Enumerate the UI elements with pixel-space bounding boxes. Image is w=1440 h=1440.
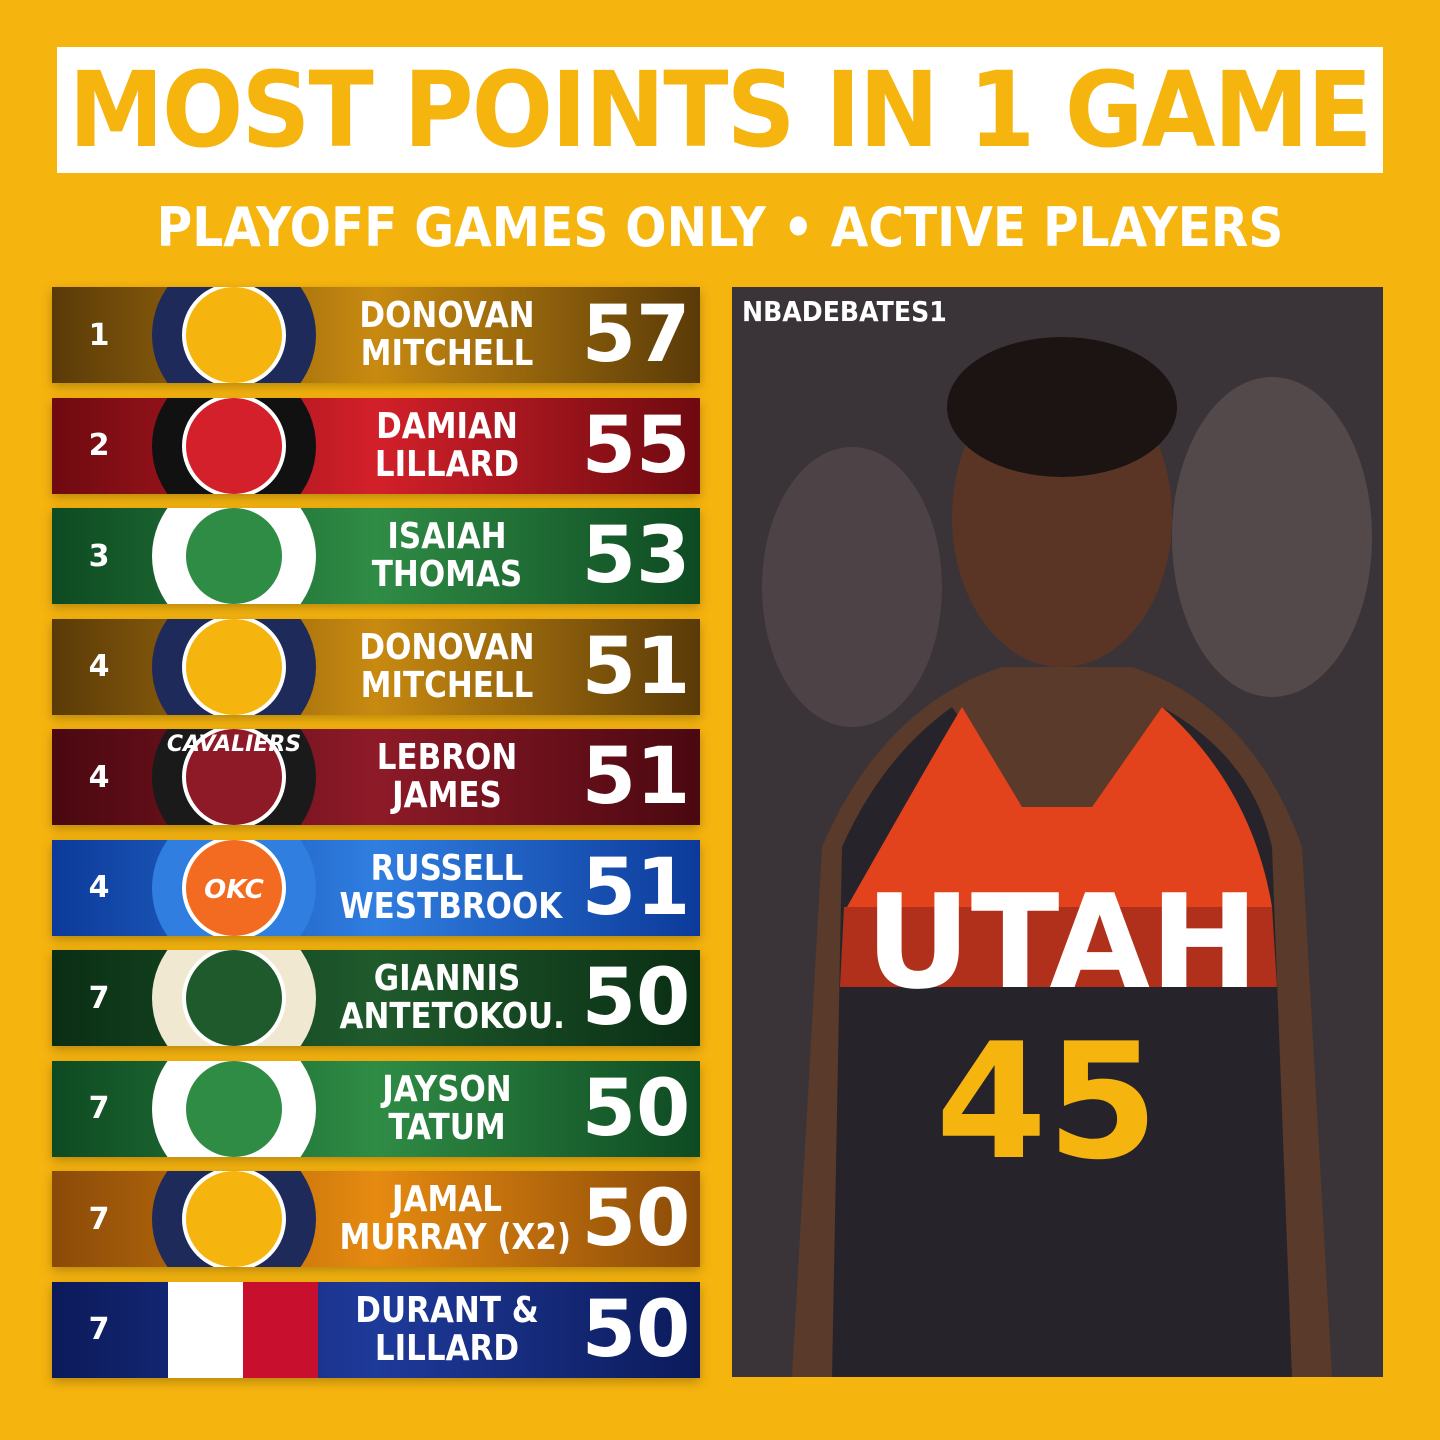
title-box: MOST POINTS IN 1 GAME: [57, 47, 1383, 173]
logo-text: CAVALIERS: [167, 732, 301, 757]
ranking-row: 7 JAYSON TATUM 50: [52, 1060, 700, 1157]
player-last-name: MITCHELL: [360, 333, 534, 374]
player-last-name: LILLARD: [374, 443, 520, 485]
rank: 4: [88, 759, 110, 795]
watermark: NBADEBATES1: [742, 295, 947, 328]
points: 51: [581, 842, 691, 933]
points: 50: [581, 1063, 691, 1154]
cavaliers-logo: CAVALIERS: [146, 729, 322, 825]
player-illustration: UTAH 45: [732, 287, 1383, 1377]
page-title: MOST POINTS IN 1 GAME: [68, 49, 1373, 171]
ranking-row: 2 DAMIAN LILLARD 55: [52, 397, 700, 494]
player-name: LEBRON JAMES: [340, 739, 555, 815]
player-first-name: RUSSELL: [370, 847, 524, 889]
points: 51: [581, 621, 691, 712]
thunder-logo: OKC: [146, 839, 322, 936]
player-name: RUSSELL WESTBROOK: [339, 847, 563, 927]
points: 50: [581, 953, 691, 1043]
points: 57: [581, 290, 691, 380]
celtics-logo: [146, 508, 322, 604]
rank: 3: [88, 538, 110, 574]
ranking-row: 4 DONOVAN MITCHELL 51: [52, 618, 700, 715]
player-name: GIANNIS ANTETOKOU.: [339, 958, 565, 1037]
player-name: DURANT & LILLARD: [340, 1289, 555, 1369]
player-first-name: DAMIAN: [376, 405, 518, 447]
player-last-name: JAMES: [392, 775, 502, 816]
jazz-logo: [146, 287, 322, 383]
ranking-row: 1 DONOVAN MITCHELL 57: [52, 287, 700, 383]
points: 51: [581, 732, 691, 822]
points: 50: [581, 1284, 691, 1375]
player-name: ISAIAH THOMAS: [340, 518, 555, 594]
ranking-row: 4 CAVALIERS LEBRON JAMES 51: [52, 729, 700, 825]
nba-logo: [146, 1281, 322, 1378]
ranking-row: 7 JAMAL MURRAY (X2) 50: [52, 1171, 700, 1267]
celtics-logo: [146, 1060, 322, 1157]
ranking-row: 3 ISAIAH THOMAS 53: [52, 508, 700, 604]
rank: 7: [88, 1201, 110, 1237]
player-name: JAMAL MURRAY (X2): [339, 1179, 572, 1258]
player-name: JAYSON TATUM: [340, 1068, 555, 1148]
subtitle: PLAYOFF GAMES ONLY • ACTIVE PLAYERS: [156, 196, 1284, 259]
rank: 7: [88, 1091, 110, 1126]
rank: 7: [88, 980, 110, 1016]
player-name: DONOVAN MITCHELL: [340, 626, 555, 706]
points: 55: [581, 400, 691, 491]
points: 50: [581, 1174, 691, 1264]
bucks-logo: [146, 950, 322, 1046]
ranking-row: 4 OKC RUSSELL WESTBROOK 51: [52, 839, 700, 936]
player-last-name: MURRAY (X2): [339, 1217, 572, 1258]
jersey-text: UTAH: [865, 866, 1259, 1018]
rank: 7: [88, 1312, 110, 1347]
player-last-name: MITCHELL: [360, 664, 534, 706]
player-first-name: ISAIAH: [387, 516, 507, 557]
trail-blazers-logo: [146, 397, 322, 494]
player-name: DONOVAN MITCHELL: [340, 297, 555, 373]
player-first-name: DURANT &: [355, 1289, 539, 1331]
rank: 1: [88, 317, 110, 353]
player-first-name: JAYSON: [382, 1068, 512, 1110]
player-first-name: DONOVAN: [359, 295, 535, 336]
player-last-name: TATUM: [388, 1106, 506, 1148]
player-first-name: DONOVAN: [359, 626, 535, 668]
ranking-row: 7 GIANNIS ANTETOKOU. 50: [52, 950, 700, 1046]
ranking-row: 7 DURANT & LILLARD 50: [52, 1281, 700, 1378]
jersey-number: 45: [936, 1008, 1159, 1195]
logo-text: OKC: [204, 875, 264, 905]
player-first-name: JAMAL: [392, 1179, 502, 1220]
player-photo: UTAH 45 NBADEBATES1: [732, 287, 1383, 1377]
jazz-logo: [146, 618, 322, 715]
rank: 4: [88, 649, 110, 684]
rank: 4: [88, 870, 110, 905]
player-first-name: GIANNIS: [373, 958, 521, 999]
player-first-name: LEBRON: [376, 737, 518, 778]
nuggets-logo: [146, 1171, 322, 1267]
player-last-name: WESTBROOK: [339, 885, 563, 927]
points: 53: [581, 511, 691, 601]
player-name: DAMIAN LILLARD: [340, 405, 555, 485]
player-last-name: THOMAS: [371, 554, 523, 595]
rank: 2: [88, 428, 110, 463]
player-last-name: LILLARD: [374, 1327, 520, 1369]
player-last-name: ANTETOKOU.: [339, 996, 565, 1037]
